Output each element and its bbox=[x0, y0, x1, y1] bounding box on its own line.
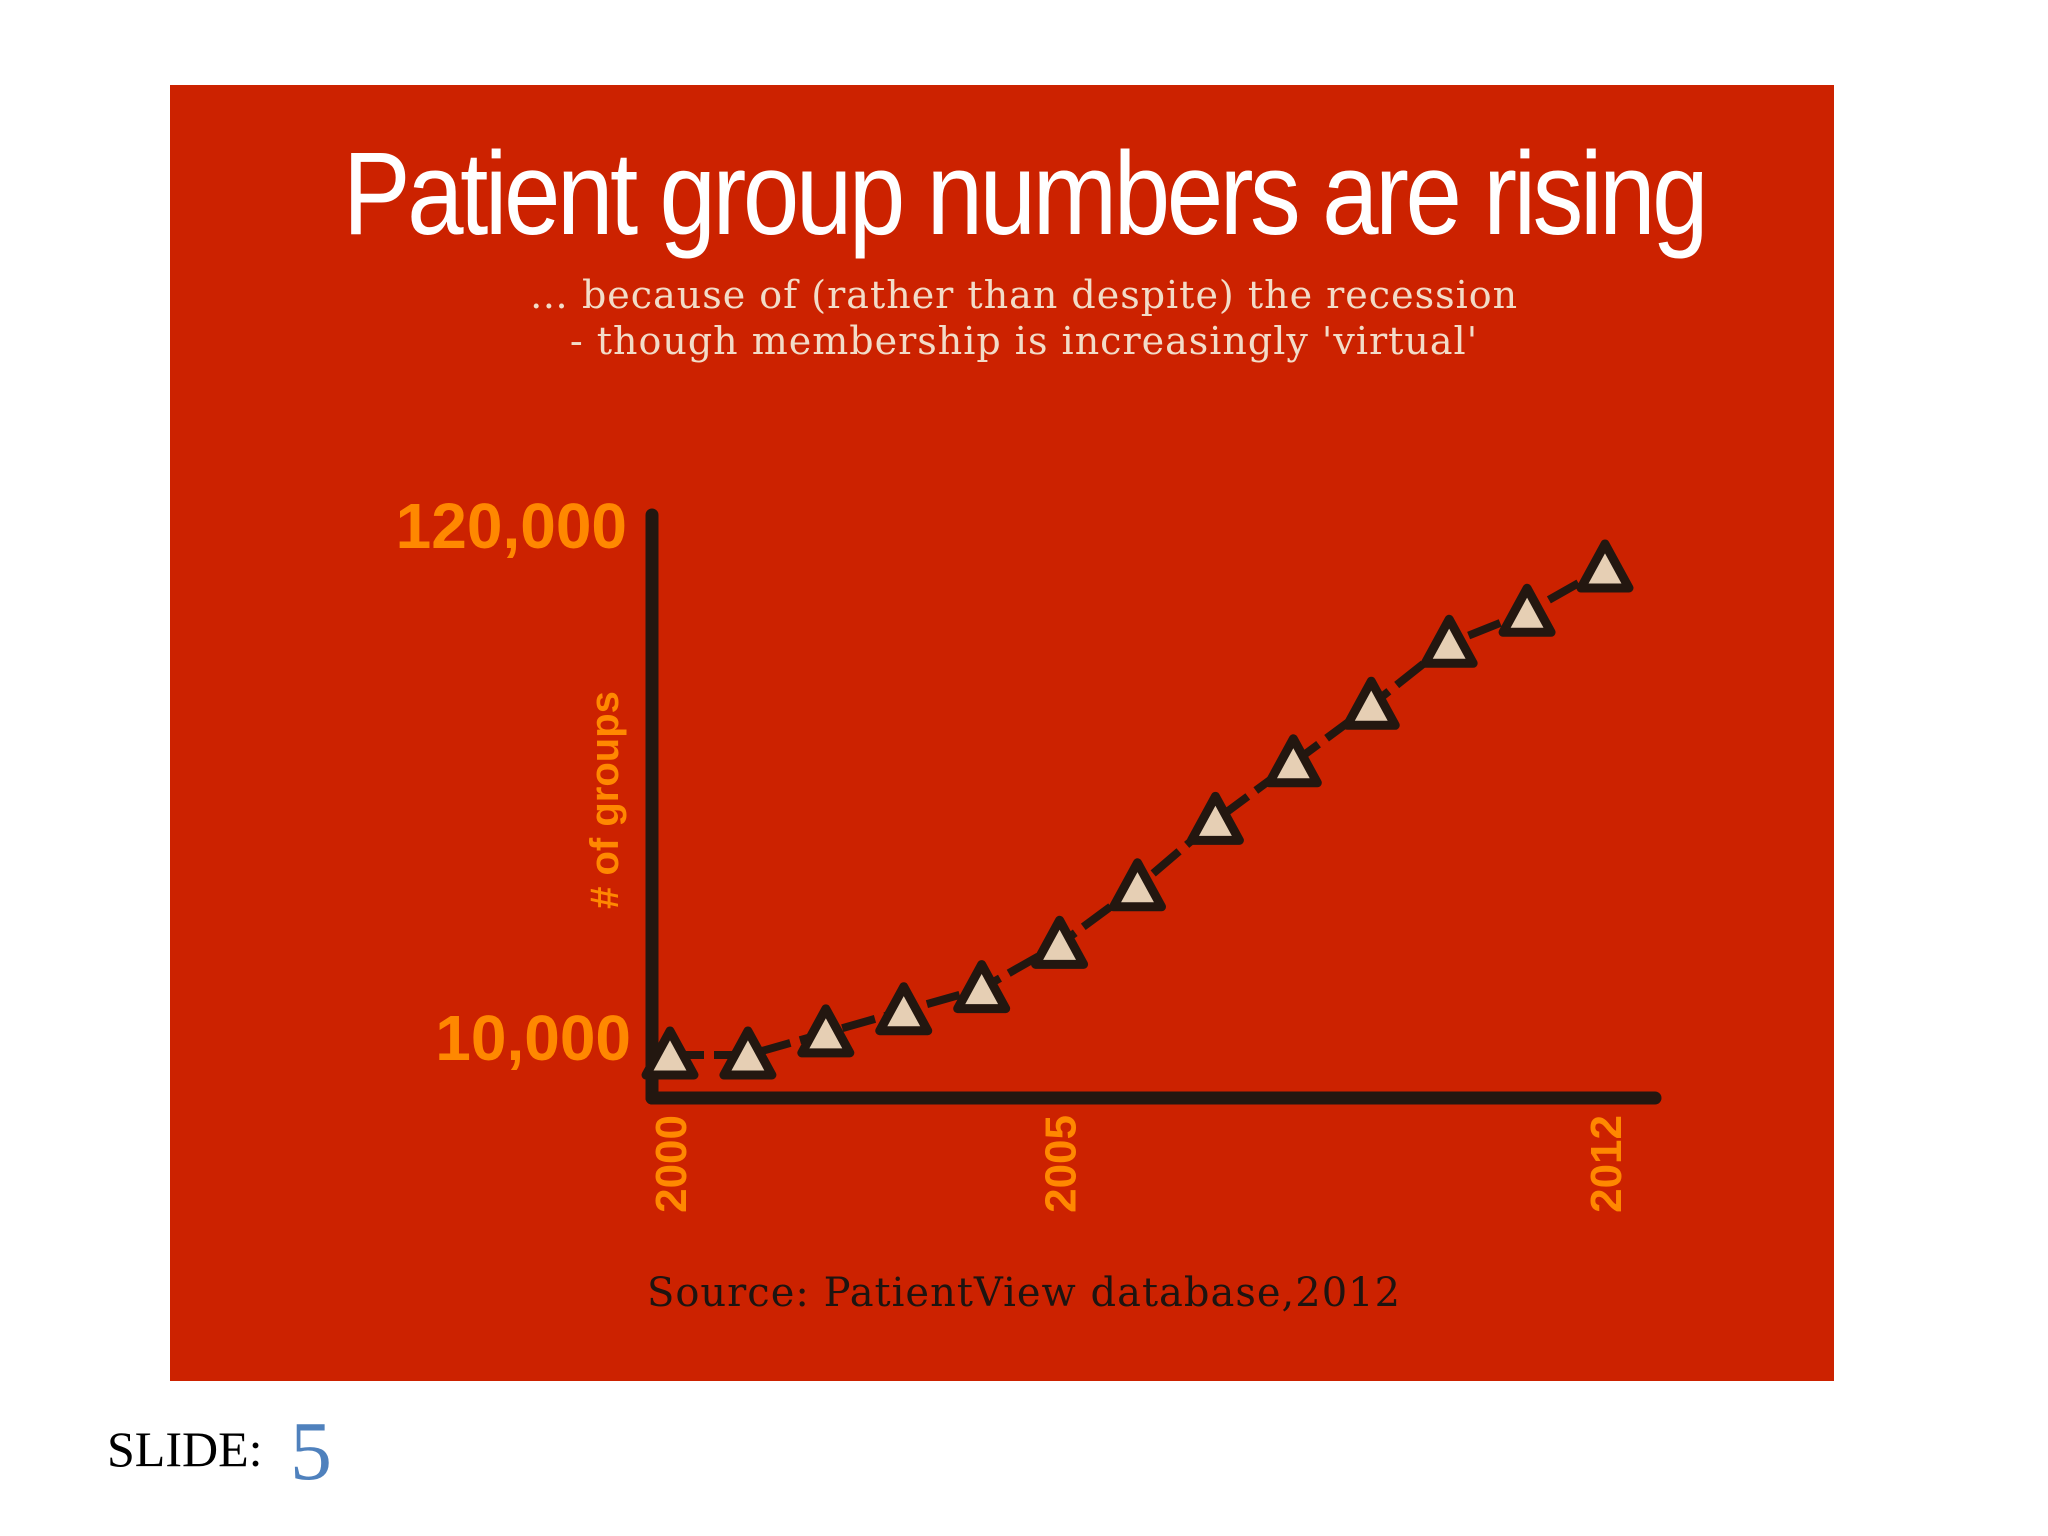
y-tick-label: 120,000 bbox=[396, 490, 627, 562]
source-note: Source: PatientView database,2012 bbox=[646, 1270, 1402, 1316]
data-point-marker bbox=[1109, 858, 1166, 912]
data-point-marker bbox=[1342, 676, 1400, 730]
data-point-marker bbox=[719, 1026, 777, 1080]
x-tick-label: 2005 bbox=[1037, 1115, 1086, 1213]
data-point-marker bbox=[1264, 734, 1322, 788]
data-point-marker bbox=[1031, 915, 1089, 969]
chart-subtitle-line-1: … because of (rather than despite) the r… bbox=[529, 273, 1519, 317]
data-point-marker bbox=[875, 982, 933, 1036]
slide-panel bbox=[170, 85, 1834, 1381]
chart-title: Patient group numbers are rising bbox=[342, 128, 1709, 260]
y-axis-title: # of groups bbox=[583, 691, 627, 909]
data-point-marker bbox=[1420, 614, 1478, 668]
slide-number: 5 bbox=[290, 1405, 332, 1498]
data-point-marker bbox=[1576, 539, 1634, 593]
data-point-marker bbox=[1186, 791, 1244, 845]
y-tick-label: 10,000 bbox=[435, 1002, 631, 1074]
chart-subtitle: … because of (rather than despite) the r… bbox=[0, 272, 2048, 364]
chart-axes bbox=[645, 508, 1662, 1105]
chart-subtitle-line-2: - though membership is increasingly 'vir… bbox=[569, 319, 1479, 363]
x-tick-label: 2012 bbox=[1582, 1115, 1631, 1213]
series-markers bbox=[641, 539, 1634, 1080]
data-point-marker bbox=[797, 1004, 855, 1058]
slide-label: SLIDE: bbox=[107, 1421, 263, 1477]
data-point-marker bbox=[1498, 583, 1556, 637]
data-point-marker bbox=[953, 960, 1011, 1014]
data-point-marker bbox=[641, 1026, 699, 1080]
axis-labels: 120,000 10,000 # of groups 2000 2005 2012 bbox=[396, 490, 1631, 1213]
x-tick-label: 2000 bbox=[647, 1115, 696, 1213]
